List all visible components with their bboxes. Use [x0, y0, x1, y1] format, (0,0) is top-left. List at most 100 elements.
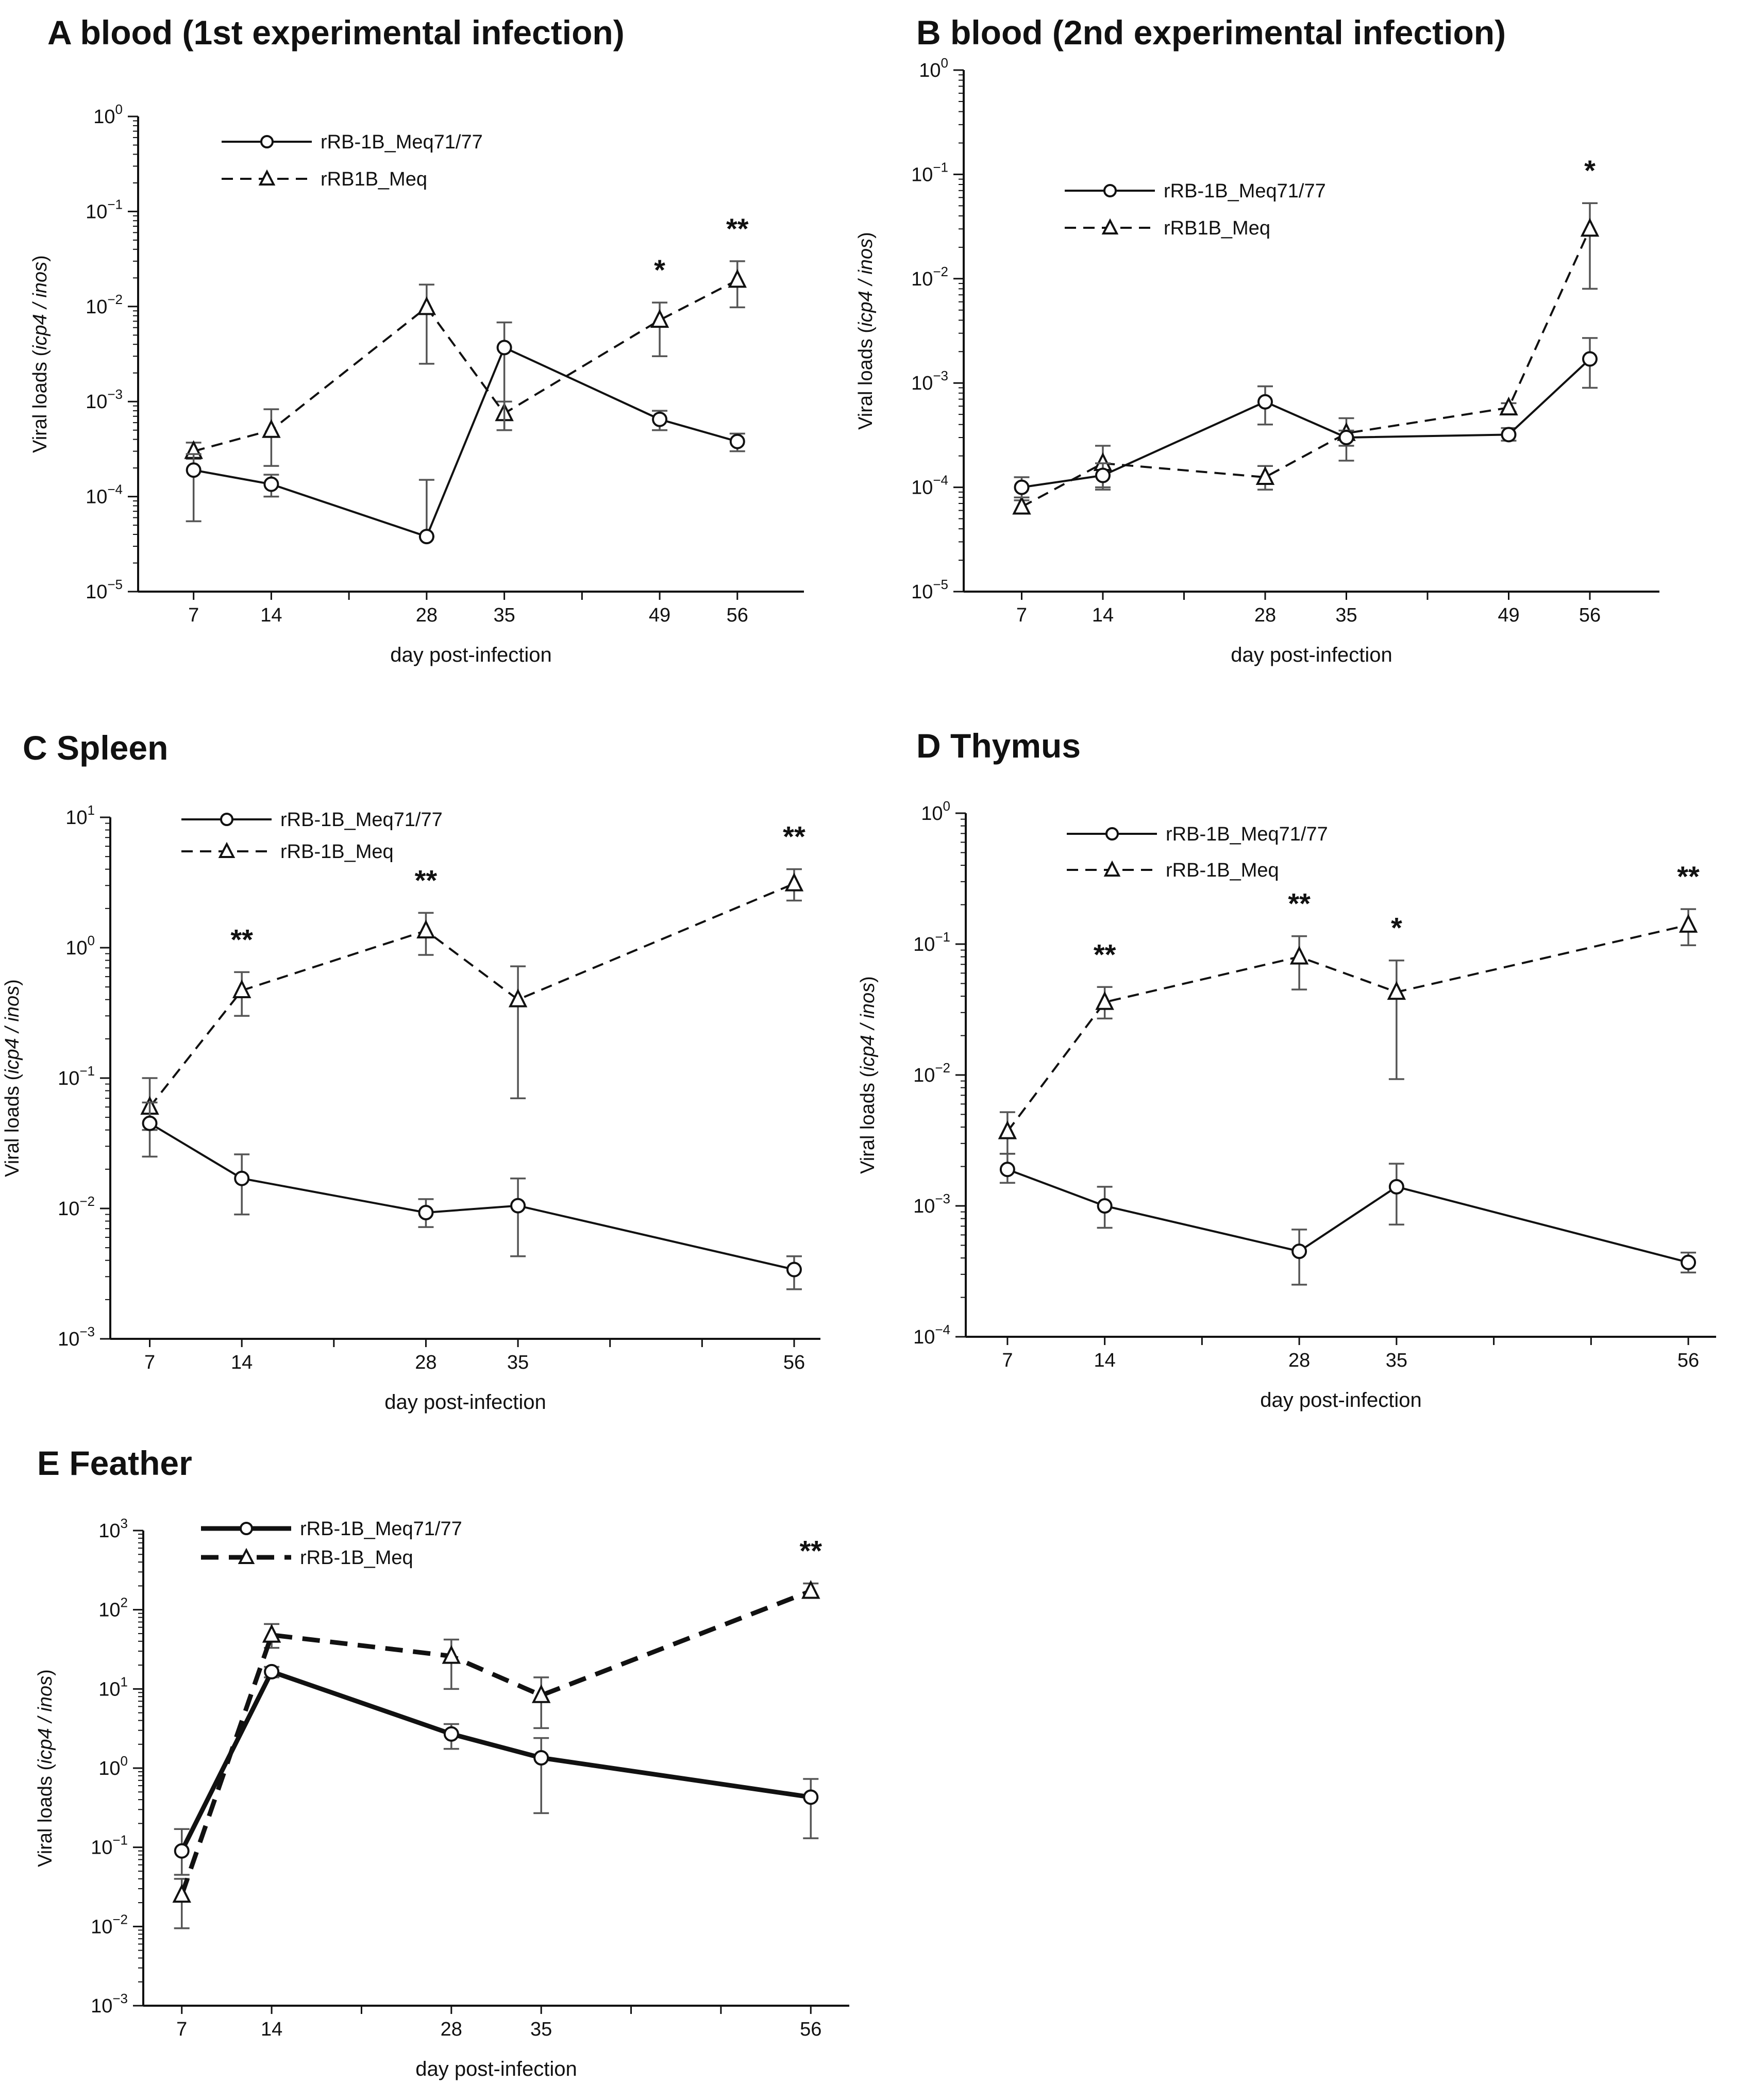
- data-point: [1289, 946, 1309, 965]
- x-tick-label: 35: [507, 1352, 529, 1373]
- x-tick-label: 28: [1254, 604, 1276, 626]
- significance-marker: **: [1094, 938, 1116, 970]
- legend-marker: [220, 813, 233, 826]
- series-meq71-77: [142, 1101, 802, 1290]
- data-point: [729, 433, 745, 449]
- panel-title: C Spleen: [23, 729, 168, 767]
- x-tick-label: 35: [530, 2019, 552, 2040]
- significance-marker: **: [1677, 860, 1700, 893]
- data-point: [1387, 981, 1406, 1000]
- data-point: [531, 1684, 551, 1703]
- legend-label: rRB-1B_Meq: [280, 841, 394, 863]
- data-point: [1338, 430, 1354, 446]
- y-tick-label: 10−5: [86, 577, 123, 603]
- data-point: [728, 268, 747, 288]
- significance-marker: **: [799, 1535, 822, 1567]
- data-point: [443, 1726, 459, 1742]
- data-point: [786, 1262, 802, 1278]
- series-meq: [1012, 202, 1600, 515]
- y-tick-label: 10−2: [86, 292, 123, 318]
- panel-title: D Thymus: [916, 727, 1081, 765]
- legend-label: rRB-1B_Meq71/77: [1164, 180, 1326, 202]
- data-point: [1580, 217, 1600, 237]
- series-line: [1021, 228, 1591, 508]
- series-line: [1007, 1168, 1689, 1264]
- data-point: [263, 476, 279, 492]
- x-tick-label: 35: [1386, 1350, 1407, 1371]
- data-point: [650, 309, 669, 328]
- series-line: [193, 279, 738, 452]
- data-point: [186, 462, 202, 478]
- x-tick-label: 35: [493, 604, 515, 626]
- data-point: [262, 419, 281, 438]
- legend-marker: [238, 1548, 255, 1564]
- data-point: [1499, 396, 1518, 416]
- y-tick-label: 10−1: [91, 1833, 128, 1859]
- data-point: [1257, 394, 1273, 410]
- x-axis-label: day post-infection: [390, 644, 552, 666]
- x-tick-label: 56: [1677, 1350, 1699, 1371]
- y-tick-label: 10−3: [913, 1191, 950, 1217]
- data-point: [172, 1884, 191, 1903]
- x-tick-label: 56: [727, 604, 748, 626]
- x-axis-label: day post-infection: [1260, 1389, 1422, 1412]
- panel-title: B blood (2nd experimental infection): [916, 13, 1506, 52]
- legend-marker: [1101, 218, 1119, 234]
- significance-marker: *: [1391, 912, 1402, 944]
- x-tick-label: 56: [783, 1352, 805, 1373]
- y-tick-label: 10−1: [58, 1063, 95, 1089]
- legend-marker: [258, 169, 276, 186]
- x-tick-label: 14: [260, 604, 282, 626]
- y-axis-label: Viral loads (icp4 / inos): [29, 255, 51, 453]
- significance-marker: **: [726, 212, 749, 245]
- series-line: [149, 1122, 795, 1271]
- y-axis-label: Viral loads (icp4 / inos): [2, 979, 23, 1177]
- panel-e: E Feather 10−3 10−2 10−1 100 101 102 103 7 14 28 35…: [35, 1444, 849, 2080]
- data-point: [1501, 427, 1517, 443]
- data-point: [234, 1170, 250, 1186]
- data-point: [416, 919, 435, 939]
- legend-marker: [260, 135, 274, 148]
- legend-marker: [1103, 860, 1121, 877]
- legend-label: rRB-1B_Meq71/77: [280, 809, 443, 831]
- data-point: [1095, 991, 1114, 1010]
- y-tick-label: 10−2: [58, 1194, 95, 1220]
- significance-marker: **: [1288, 887, 1311, 920]
- significance-marker: **: [783, 820, 805, 853]
- y-tick-label: 10−2: [91, 1911, 128, 1938]
- data-point: [533, 1750, 549, 1766]
- data-point: [174, 1843, 190, 1859]
- x-tick-label: 28: [441, 2019, 462, 2040]
- legend-label: rRB-1B_Meq71/77: [321, 131, 483, 153]
- data-point: [1255, 466, 1275, 485]
- legend-label: rRB1B_Meq: [321, 169, 427, 190]
- series-meq71-77: [186, 321, 745, 545]
- y-tick-label: 10−4: [911, 473, 948, 499]
- y-tick-label: 10−4: [86, 482, 123, 508]
- legend-label: rRB-1B_Meq: [1166, 860, 1279, 881]
- x-axis-label: day post-infection: [1231, 644, 1392, 666]
- legend-marker: [240, 1522, 253, 1535]
- series-meq: [184, 260, 747, 467]
- data-point: [652, 411, 668, 427]
- data-point: [1014, 479, 1030, 495]
- y-tick-label: 10−1: [913, 929, 950, 955]
- series-meq: [998, 908, 1698, 1155]
- panel-title: E Feather: [37, 1444, 192, 1482]
- data-point: [998, 1120, 1017, 1139]
- y-tick-label: 10−3: [911, 368, 948, 394]
- x-tick-label: 28: [415, 1352, 436, 1373]
- significance-marker: *: [1584, 154, 1596, 187]
- series-line: [1021, 358, 1591, 489]
- series-meq71-77: [1014, 337, 1598, 498]
- panel-a: A blood (1st experimental infection) 10−5…: [29, 13, 804, 666]
- legend-label: rRB1B_Meq: [1164, 217, 1270, 239]
- y-axis-label: Viral loads (icp4 / inos): [855, 232, 877, 430]
- series-line: [179, 1669, 811, 1852]
- data-point: [510, 1198, 526, 1214]
- data-point: [1291, 1244, 1307, 1259]
- y-tick-label: 101: [98, 1674, 128, 1700]
- y-tick-label: 100: [921, 798, 950, 825]
- data-point: [801, 1580, 820, 1599]
